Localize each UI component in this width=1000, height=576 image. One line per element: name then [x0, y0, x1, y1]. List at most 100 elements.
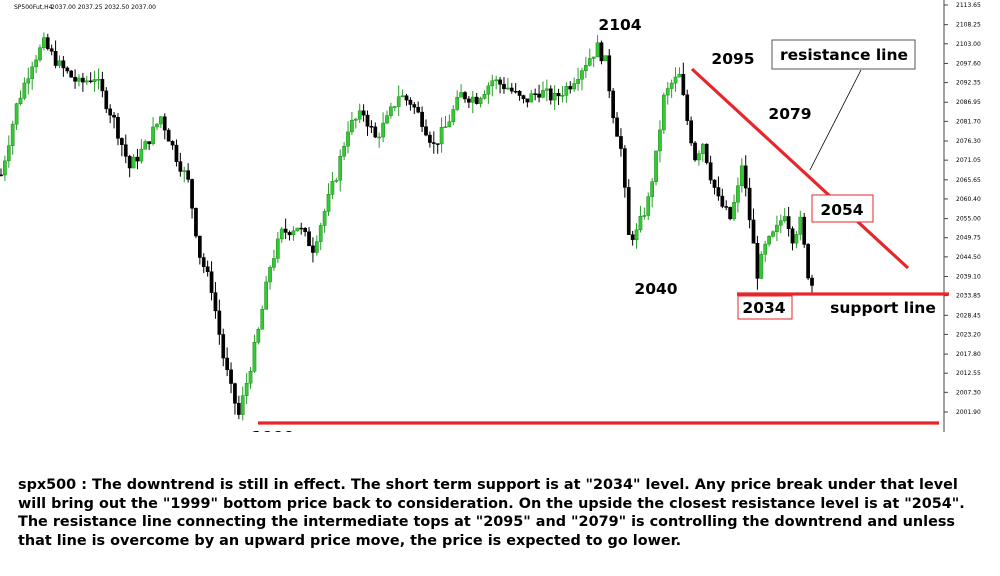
- bear-candle: [209, 271, 214, 293]
- bull-candle: [334, 179, 339, 182]
- bear-candle: [431, 142, 436, 144]
- bull-candle: [42, 37, 46, 48]
- bear-candle: [135, 156, 140, 162]
- bear-candle: [69, 70, 74, 78]
- resistance-line: [690, 67, 910, 270]
- bull-candle: [541, 90, 545, 98]
- bear-candle: [229, 369, 233, 384]
- bear-candle: [221, 334, 226, 359]
- bull-candle: [330, 181, 335, 195]
- bull-candle: [552, 92, 557, 101]
- bull-candle: [677, 73, 682, 78]
- bear-candle: [213, 292, 218, 312]
- bull-candle: [342, 145, 346, 157]
- bear-candle: [205, 266, 210, 272]
- bear-candle: [467, 98, 471, 103]
- y-tick-label: 2086.95: [956, 99, 981, 106]
- bull-candle: [131, 156, 136, 169]
- bear-candle: [45, 37, 50, 49]
- bear-candle: [198, 235, 202, 258]
- level-2034-box: [737, 295, 793, 320]
- bear-candle: [755, 243, 760, 279]
- bear-candle: [166, 129, 171, 142]
- bear-candle: [178, 161, 183, 172]
- bear-candle: [712, 179, 717, 188]
- bear-candle: [716, 187, 721, 197]
- bull-candle: [139, 148, 144, 162]
- bear-candle: [704, 143, 709, 163]
- bull-candle: [587, 58, 592, 66]
- bear-candle: [751, 219, 756, 244]
- bear-candle: [147, 141, 152, 145]
- bear-candle: [619, 136, 623, 149]
- bull-candle: [580, 70, 584, 80]
- y-tick-label: 2081.70: [956, 118, 981, 125]
- bull-candle: [658, 129, 662, 152]
- bull-candle: [272, 258, 276, 268]
- bull-candle: [494, 79, 499, 82]
- bear-candle: [408, 99, 413, 105]
- level-2104-label: 2104: [598, 16, 641, 34]
- bull-candle: [638, 216, 643, 231]
- bull-candle: [353, 118, 358, 121]
- bull-candle: [763, 243, 768, 255]
- bear-candle: [521, 95, 526, 100]
- bear-candle: [474, 96, 479, 104]
- y-tick-label: 2108.25: [956, 22, 981, 29]
- bull-candle: [57, 60, 62, 66]
- bull-candle: [482, 94, 487, 99]
- bull-candle: [455, 96, 460, 110]
- bull-candle: [798, 216, 803, 235]
- bull-candle: [22, 82, 27, 99]
- bear-candle: [287, 232, 292, 236]
- bear-candle: [373, 126, 378, 138]
- bull-candle: [3, 160, 7, 176]
- bear-candle: [49, 48, 54, 52]
- bear-candle: [502, 84, 506, 90]
- bull-candle: [252, 342, 257, 372]
- bull-candle: [30, 66, 35, 79]
- level-2054-label: 2054: [820, 201, 863, 219]
- bear-candle: [186, 170, 191, 180]
- bear-candle: [622, 148, 627, 188]
- bull-candle: [673, 76, 678, 84]
- bull-candle: [451, 109, 456, 123]
- y-tick-label: 2039.10: [956, 274, 981, 281]
- bear-candle: [607, 55, 612, 92]
- bull-candle: [84, 80, 89, 83]
- bull-candle: [775, 224, 779, 233]
- bull-candle: [279, 228, 284, 240]
- bull-candle: [314, 241, 319, 253]
- bear-candle: [53, 50, 58, 66]
- bull-candle: [732, 202, 736, 220]
- y-tick-label: 2055.00: [956, 216, 981, 223]
- bull-candle: [260, 309, 265, 330]
- bear-candle: [112, 114, 116, 118]
- bull-candle: [459, 92, 463, 98]
- bull-candle: [244, 382, 249, 396]
- bear-candle: [513, 90, 518, 93]
- bear-candle: [689, 120, 693, 144]
- level-1999-label: 1999: [251, 428, 294, 432]
- bear-candle: [685, 94, 690, 121]
- bull-candle: [560, 95, 565, 97]
- candlestick-chart: 2113.65 2108.25 2103.00 2097.60 2092.35 2086.…: [0, 0, 981, 432]
- bear-candle: [283, 228, 288, 233]
- y-tick-label: 2017.80: [956, 351, 981, 358]
- bear-candle: [404, 95, 409, 101]
- bear-candle: [201, 257, 206, 267]
- bear-candle: [104, 90, 109, 110]
- bear-candle: [724, 206, 729, 208]
- bear-candle: [217, 310, 222, 335]
- bull-candle: [736, 185, 740, 203]
- level-2095-label: 2095: [711, 50, 754, 68]
- level-2034-label: 2034: [742, 299, 785, 317]
- bull-candle: [564, 86, 569, 96]
- bull-candle: [14, 103, 19, 125]
- bull-candle: [634, 229, 639, 240]
- bull-candle: [603, 55, 608, 62]
- bull-candle: [443, 126, 448, 128]
- price-axis: 2113.65 2108.25 2103.00 2097.60 2092.35 2086.…: [943, 0, 981, 432]
- bull-candle: [595, 42, 600, 58]
- bull-candle: [739, 165, 744, 187]
